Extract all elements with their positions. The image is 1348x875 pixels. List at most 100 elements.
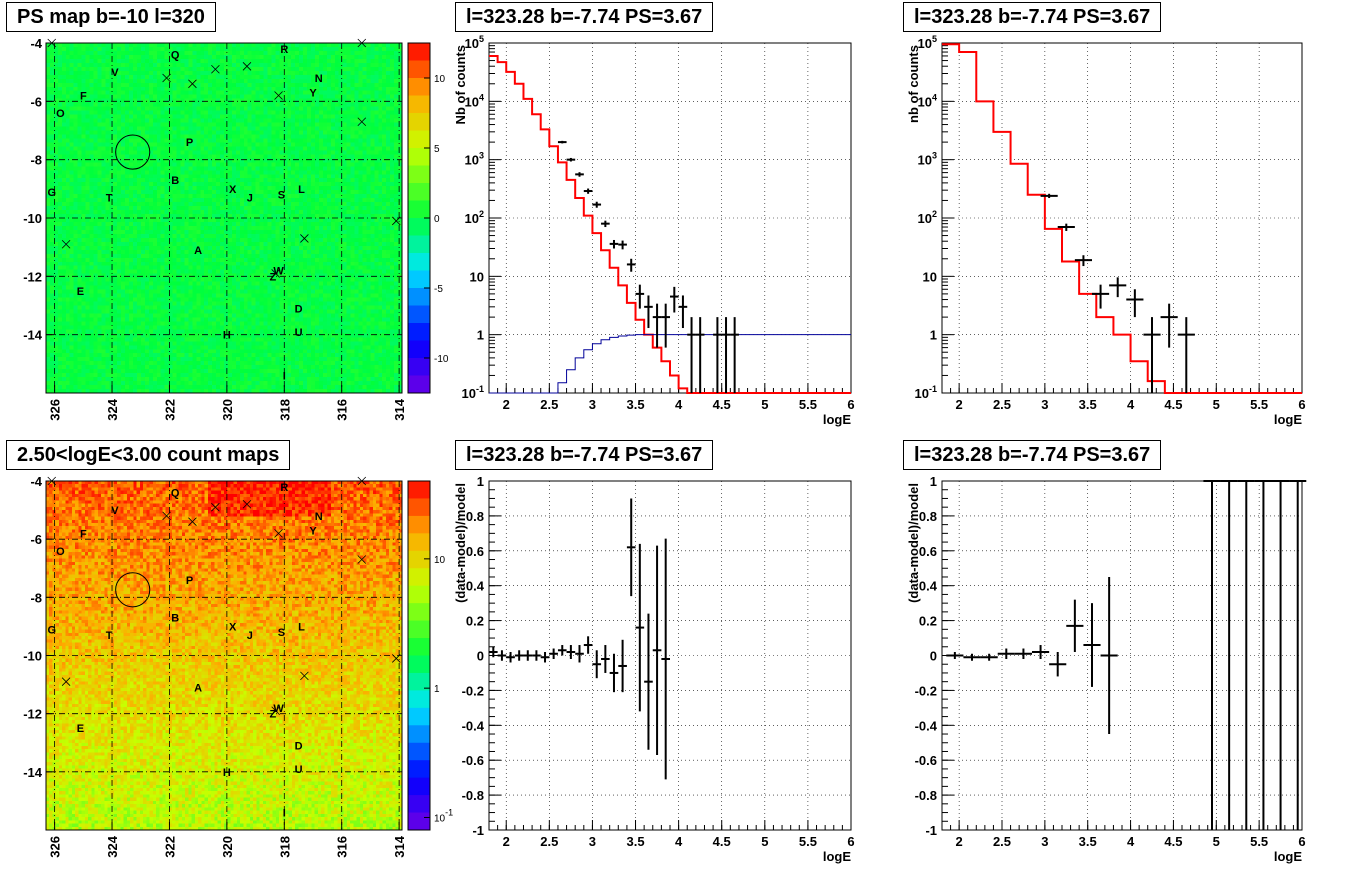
- residual-right-y-tick-label: -0.2: [915, 683, 937, 698]
- residual-left-x-tick-label: 4: [675, 834, 683, 849]
- spectrum-right-x-label: logE: [1274, 412, 1302, 427]
- residual-right-y-tick-label: 0.6: [919, 544, 937, 559]
- map-y-tick-label: -6: [30, 532, 42, 547]
- map-cross-marker: [357, 38, 367, 48]
- map-source-label: I: [283, 808, 286, 820]
- spectrum-right-title: l=323.28 b=-7.74 PS=3.67: [903, 2, 1162, 32]
- colorbar-swatch: [408, 305, 430, 324]
- residual-right-x-tick-label: 2: [956, 834, 963, 849]
- residual-right-y-tick-label: -0.4: [915, 718, 938, 733]
- colorbar-tick-label: 5: [434, 144, 440, 155]
- colorbar-swatch: [408, 707, 430, 726]
- map-y-tick-label: -12: [23, 707, 42, 722]
- residual-left-title: l=323.28 b=-7.74 PS=3.67: [455, 440, 714, 470]
- map-circle-marker: [115, 134, 151, 170]
- colorbar-swatch: [408, 655, 430, 674]
- map-x-tick-label: 316: [335, 836, 350, 858]
- map-source-label: S: [278, 627, 285, 639]
- residual-right-y-tick-label: 0.8: [919, 509, 937, 524]
- map-x-tick-label: 326: [48, 836, 63, 858]
- map-source-label: T: [106, 630, 113, 642]
- map-source-label: Q: [171, 50, 180, 62]
- colorbar-swatch: [408, 481, 430, 499]
- map-source-label: D: [295, 303, 303, 315]
- spectrum-left-x-tick-label: 5.5: [799, 397, 817, 412]
- map-y-tick-label: -14: [23, 328, 43, 343]
- map-cross-marker: [47, 476, 57, 486]
- colorbar-swatch: [408, 795, 430, 814]
- map-source-label: U: [295, 764, 303, 776]
- residual-left-x-tick-label: 4.5: [713, 834, 731, 849]
- spectrum-right-y-label: nb of counts: [906, 45, 921, 123]
- map-source-label: L: [298, 184, 305, 196]
- map-x-tick-label: 320: [220, 836, 235, 858]
- colorbar-swatch: [408, 375, 430, 394]
- map-cross-marker: [188, 79, 197, 89]
- spectrum-right-x-tick-label: 6: [1298, 397, 1305, 412]
- residual-left-y-tick-label: -0.2: [462, 683, 484, 698]
- colorbar-swatch: [408, 130, 430, 149]
- spectrum-left-y-tick-label: 102: [465, 209, 484, 226]
- map-source-label: Q: [171, 488, 180, 500]
- map-cross-marker: [271, 706, 280, 716]
- count-sky-map: 326 324 322 320 318 316 314 -4 -6 -8 -10 -12 -14 Q R V N…: [23, 474, 453, 858]
- map-source-label: E: [77, 723, 84, 735]
- spectrum-right-x-tick-label: 5: [1213, 397, 1220, 412]
- residual-right-x-tick-label: 2.5: [993, 834, 1011, 849]
- map-x-tick-label: 326: [48, 399, 63, 421]
- map-source-label: N: [315, 73, 323, 85]
- residual-right-x-tick-label: 3.5: [1079, 834, 1097, 849]
- map-source-label: J: [247, 630, 253, 642]
- colorbar-swatch: [408, 533, 430, 552]
- colorbar-swatch: [408, 620, 430, 639]
- residual-right-x-tick-label: 5: [1213, 834, 1220, 849]
- map-cross-marker: [300, 234, 309, 243]
- residual-left-y-tick-label: 0.8: [466, 509, 484, 524]
- residual-right-y-tick-label: 0: [930, 649, 937, 664]
- colorbar-swatch: [408, 603, 430, 622]
- colorbar-swatch: [408, 568, 430, 587]
- colorbar-swatch: [408, 498, 430, 517]
- residual-left-x-tick-label: 2: [503, 834, 510, 849]
- residual-right-x-tick-label: 4.5: [1164, 834, 1182, 849]
- map-cross-marker: [391, 654, 401, 663]
- map-source-label: Y: [309, 525, 317, 537]
- map-source-label: R: [280, 44, 288, 56]
- residual-right-x-tick-label: 5.5: [1250, 834, 1268, 849]
- residual-left-y-tick-label: 0.4: [466, 579, 485, 594]
- map-cross-marker: [242, 62, 252, 71]
- map-top-title: PS map b=-10 l=320: [6, 2, 216, 32]
- map-cross-marker: [61, 239, 71, 249]
- map-y-tick-label: -6: [30, 94, 42, 109]
- spectrum-left-x-tick-label: 2: [503, 397, 510, 412]
- colorbar-tick-label: -10: [434, 354, 449, 365]
- map-source-label: W: [273, 266, 284, 278]
- map-source-label: X: [229, 621, 237, 633]
- map-source-label: B: [171, 175, 179, 187]
- map-x-tick-label: 322: [162, 399, 177, 421]
- spectrum-left-x-tick-label: 2.5: [540, 397, 558, 412]
- map-cross-marker: [391, 216, 401, 226]
- map-source-label: L: [298, 621, 305, 633]
- map-source-label: J: [247, 193, 253, 205]
- map-y-tick-label: -10: [23, 211, 42, 226]
- residual-right-y-label: (data-model)/model: [906, 483, 921, 603]
- map-bottom-title: 2.50<logE<3.00 count maps: [6, 440, 291, 470]
- map-source-label: B: [171, 613, 179, 625]
- map-source-label: G: [47, 624, 56, 636]
- colorbar-swatch: [408, 760, 430, 779]
- map-x-tick-label: 324: [105, 398, 120, 420]
- colorbar-swatch: [408, 218, 430, 236]
- spectrum-right-x-tick-label: 3: [1041, 397, 1048, 412]
- colorbar-swatch: [408, 585, 430, 604]
- map-source-label: P: [186, 575, 193, 587]
- map-source-label: S: [278, 190, 285, 202]
- spectrum-left-y-tick-label: 104: [465, 92, 484, 109]
- residual-right-y-tick-label: -0.6: [915, 753, 937, 768]
- spectrum-right-y-tick-label: 103: [918, 151, 937, 168]
- map-source-label: Z: [269, 709, 276, 721]
- residual-left-y-tick-label: -1: [472, 823, 484, 838]
- map-cross-marker: [162, 511, 171, 521]
- spectrum-left-y-tick-label: 1: [477, 328, 484, 343]
